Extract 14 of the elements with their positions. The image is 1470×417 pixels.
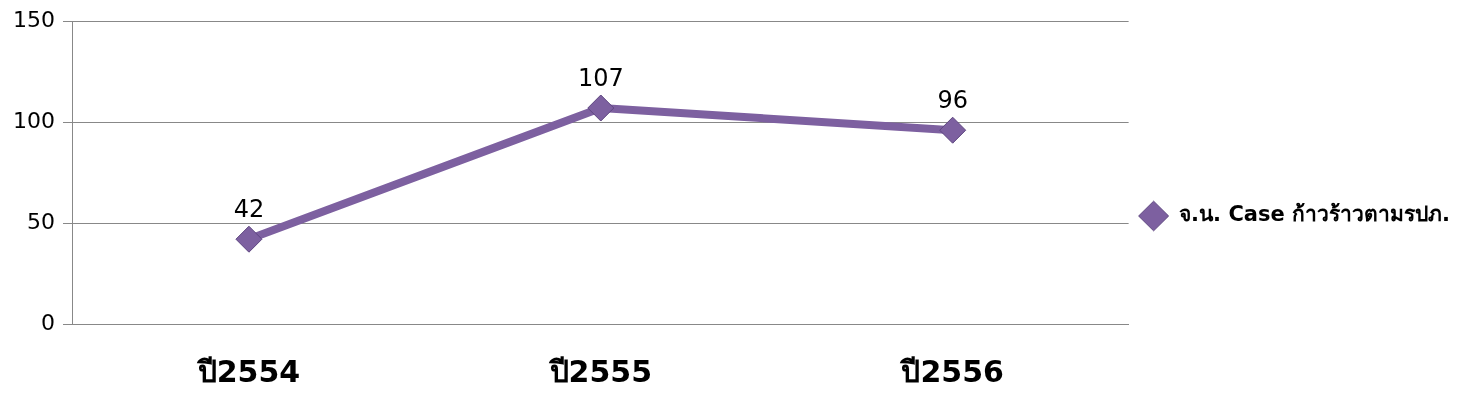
x-tick-label: ปี2555 [547, 353, 653, 389]
y-tick-label: 50 [26, 208, 55, 234]
data-label: 42 [233, 195, 265, 224]
point [587, 94, 615, 122]
y-tick-label: 0 [40, 309, 55, 335]
point [235, 225, 263, 253]
legend-label: จ.น. Case ก้าวร้าวตามรปภ. [1179, 202, 1451, 227]
y-tick-label: 100 [12, 107, 55, 133]
x-tick-label: ปี2556 [899, 353, 1004, 389]
data-label: 107 [577, 64, 624, 93]
data-label: 96 [937, 86, 968, 115]
y-tick-label: 150 [12, 6, 55, 32]
x-tick-label: ปี2554 [195, 353, 301, 389]
point [939, 116, 967, 144]
